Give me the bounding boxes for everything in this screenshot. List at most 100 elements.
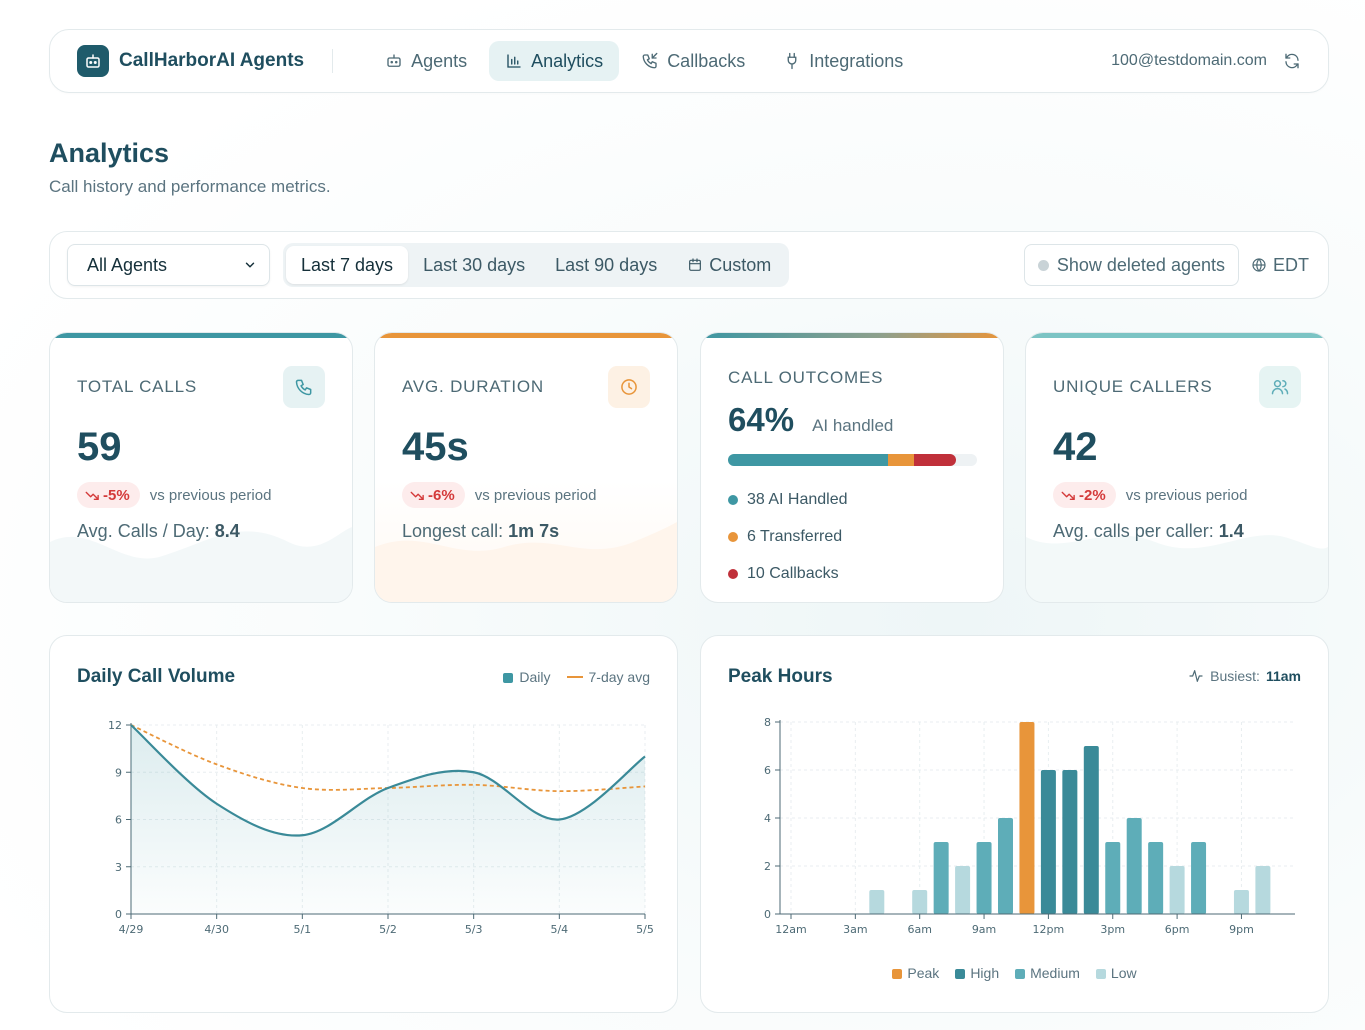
- card-accent-bar: [375, 333, 677, 338]
- trend-down-icon: [1061, 491, 1075, 500]
- toggle-dot-icon: [1037, 259, 1049, 271]
- trend-value: -2%: [1079, 486, 1106, 504]
- stat-footline: Avg. Calls / Day: 8.4: [77, 521, 240, 542]
- trend-row: -5% vs previous period: [77, 482, 271, 508]
- legend-item-ai-handled: 38 AI Handled: [728, 481, 848, 518]
- bar-hour-11: [1019, 722, 1035, 914]
- legend-swatch-icon: [1095, 969, 1106, 979]
- clock-icon: [621, 379, 637, 395]
- busiest-hour: Busiest: 11am: [1188, 668, 1301, 684]
- stat-label: AVG. DURATION: [402, 377, 545, 396]
- stat-label: UNIQUE CALLERS: [1053, 377, 1213, 396]
- users-icon: [1271, 380, 1289, 395]
- x-tick-label: 5/3: [465, 923, 483, 936]
- legend-item-callbacks: 10 Callbacks: [728, 555, 848, 592]
- busiest-label: Busiest:: [1210, 668, 1260, 684]
- stat-label: CALL OUTCOMES: [728, 368, 884, 387]
- stat-icon-box: [283, 366, 325, 408]
- trend-text: vs previous period: [149, 486, 272, 504]
- timezone-label: EDT: [1273, 254, 1309, 275]
- legend-daily: Daily: [503, 669, 551, 685]
- brand-logo-icon: [77, 45, 109, 77]
- legend-label: Daily: [519, 669, 551, 685]
- x-tick-label: 12am: [775, 923, 806, 936]
- x-tick-label: 5/2: [379, 923, 397, 936]
- y-tick-label: 9: [115, 766, 122, 779]
- nav-tab-analytics[interactable]: Analytics: [489, 41, 620, 81]
- range-7-days[interactable]: Last 7 days: [286, 246, 409, 284]
- trend-down-icon: [85, 491, 99, 500]
- outcome-segment: [913, 454, 956, 466]
- bar-hour-9: [976, 842, 992, 914]
- stat-icon-box: [1259, 366, 1301, 408]
- stat-card-unique-callers: UNIQUE CALLERS 42 -2% vs previous period…: [1025, 332, 1329, 603]
- refresh-icon[interactable]: [1283, 52, 1301, 70]
- card-accent-bar: [1026, 333, 1328, 338]
- top-nav: CallHarborAI Agents Agents Analytics Cal…: [49, 29, 1329, 93]
- nav-divider: [332, 49, 334, 73]
- nav-tab-integrations[interactable]: Integrations: [767, 41, 919, 81]
- x-tick-label: 6pm: [1165, 923, 1190, 936]
- phone-callback-icon: [642, 52, 658, 69]
- x-tick-label: 3am: [843, 923, 867, 936]
- calendar-icon: [689, 258, 702, 271]
- card-wave-decoration: [1026, 535, 1328, 602]
- legend-low: Low: [1095, 965, 1137, 981]
- agent-select-value: All Agents: [87, 254, 168, 275]
- x-tick-label: 12pm: [1033, 923, 1065, 936]
- outcome-summary: 64% AI handled: [728, 401, 893, 439]
- legend-dot-icon: [728, 494, 738, 505]
- stat-value: 59: [77, 425, 122, 469]
- legend-swatch-icon: [892, 969, 903, 979]
- range-custom-label: Custom: [709, 254, 772, 275]
- bar-hour-16: [1126, 818, 1142, 914]
- bar-hour-14: [1083, 746, 1099, 914]
- range-custom[interactable]: Custom: [672, 246, 786, 284]
- x-tick-label: 6am: [907, 923, 931, 936]
- nav-user-area: 100@testdomain.com: [1111, 52, 1301, 70]
- legend-label: High: [970, 965, 1000, 981]
- outcome-segment: [888, 454, 914, 466]
- outcome-progress-bar: [728, 454, 977, 466]
- phone-icon: [295, 379, 312, 396]
- bar-hour-10: [998, 818, 1013, 914]
- trend-text: vs previous period: [474, 486, 597, 504]
- page-subtitle: Call history and performance metrics.: [49, 177, 331, 196]
- x-tick-label: 5/1: [293, 923, 311, 936]
- range-90-days[interactable]: Last 90 days: [555, 254, 658, 275]
- show-deleted-toggle[interactable]: Show deleted agents: [1023, 244, 1239, 286]
- bar-hour-7: [933, 842, 949, 914]
- legend-label: Peak: [907, 965, 940, 981]
- card-wave-decoration: [375, 522, 677, 602]
- chevron-down-icon: [245, 262, 255, 268]
- brand[interactable]: CallHarborAI Agents: [77, 45, 304, 77]
- x-tick-label: 9pm: [1229, 923, 1254, 936]
- timezone-selector[interactable]: EDT: [1251, 255, 1309, 276]
- y-tick-label: 0: [764, 908, 771, 921]
- foot-value: 1.4: [1218, 521, 1244, 541]
- bar-hour-8: [955, 866, 971, 914]
- page-title: Analytics: [49, 138, 170, 168]
- legend-dot-icon: [728, 568, 738, 579]
- outcome-legend: 38 AI Handled 6 Transferred 10 Callbacks: [728, 481, 848, 592]
- daily-call-volume-card: Daily Call Volume Daily 7-day avg 0 3 6 9 12…: [49, 635, 678, 1013]
- trend-row: -2% vs previous period: [1053, 482, 1247, 508]
- x-tick-label: 5/4: [550, 923, 568, 936]
- stat-icon-box: [608, 366, 650, 408]
- series-line-daily: [130, 724, 646, 837]
- legend-swatch-icon: [955, 969, 966, 979]
- legend-avg: 7-day avg: [566, 669, 650, 685]
- globe-icon: [1252, 258, 1266, 272]
- stat-label: TOTAL CALLS: [77, 377, 197, 396]
- bar-hour-18: [1169, 866, 1185, 914]
- card-accent-bar: [701, 333, 1003, 338]
- legend-label: Low: [1110, 965, 1137, 981]
- stat-card-call-outcomes: CALL OUTCOMES 64% AI handled 38 AI Handl…: [700, 332, 1004, 603]
- user-email[interactable]: 100@testdomain.com: [1111, 52, 1267, 69]
- range-30-days[interactable]: Last 30 days: [423, 254, 526, 275]
- agent-select[interactable]: All Agents: [67, 244, 270, 286]
- stat-value: 42: [1053, 425, 1098, 469]
- bar-hour-12: [1040, 770, 1056, 914]
- nav-tab-callbacks[interactable]: Callbacks: [625, 41, 761, 81]
- nav-tab-agents[interactable]: Agents: [369, 41, 483, 81]
